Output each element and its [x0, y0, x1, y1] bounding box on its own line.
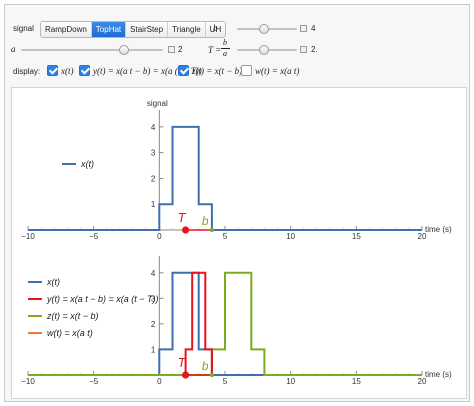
y-tick-label-1-3: 4: [151, 269, 156, 278]
a-expand-icon[interactable]: [168, 46, 175, 53]
T-marker-0: [182, 226, 190, 234]
T-value: 2.: [311, 45, 318, 54]
signal-label: signal: [13, 24, 34, 33]
x-tick-label-0-6: 20: [418, 232, 427, 241]
a-slider-track: [21, 49, 163, 51]
legend-label-0-x: x(t): [80, 159, 94, 169]
T-annotation-1: T: [178, 355, 187, 370]
T-expand-icon[interactable]: [300, 46, 307, 53]
b-label: b: [213, 23, 218, 33]
y-tick-label-0-1: 2: [151, 174, 156, 183]
y-tick-label-1-0: 1: [151, 345, 156, 354]
y-tick-label-1-1: 2: [151, 320, 156, 329]
signal-option-triangle[interactable]: Triangle: [168, 22, 206, 37]
b-marker-0: [209, 227, 215, 233]
y-tick-label-0-2: 3: [151, 149, 156, 158]
T-frac-den: a: [223, 49, 227, 58]
x-tick-label-1-5: 15: [352, 377, 361, 386]
display-x-label: x(t): [61, 66, 74, 76]
x-tick-label-1-6: 20: [418, 377, 427, 386]
display-label: display:: [13, 67, 41, 76]
x-tick-label-0-3: 5: [223, 232, 228, 241]
display-z-checkbox[interactable]: [178, 65, 189, 76]
legend-label-1-x: x(t): [46, 277, 60, 287]
a-slider-thumb[interactable]: [119, 45, 129, 55]
T-marker-1: [182, 371, 190, 379]
b-annotation-1: b: [202, 359, 209, 373]
x-tick-label-1-0: −10: [21, 377, 35, 386]
T-slider-thumb[interactable]: [259, 45, 269, 55]
series-line-0-x: [28, 125, 422, 231]
legend-label-1-y: y(t) = x(a t − b) = x(a (t − T)): [46, 294, 159, 304]
b-expand-icon[interactable]: [300, 25, 307, 32]
T-annotation-0: T: [178, 210, 187, 225]
display-w-checkbox[interactable]: [241, 65, 252, 76]
x-tick-label-0-2: 0: [157, 232, 162, 241]
display-x-checkbox[interactable]: [47, 65, 58, 76]
b-slider[interactable]: [237, 24, 297, 34]
x-tick-label-1-4: 10: [286, 377, 295, 386]
a-label: a: [11, 44, 16, 54]
signal-option-stairstep[interactable]: StairStep: [126, 22, 169, 37]
legend-label-1-w: w(t) = x(a t): [47, 328, 93, 338]
x-tick-label-0-1: −5: [89, 232, 99, 241]
x-axis-label-1: time (s): [425, 370, 452, 379]
display-y-label: y(t) = x(a t − b) = x(a (t − T)): [93, 66, 202, 76]
signal-option-uh[interactable]: UH: [205, 22, 226, 37]
series-line-1-y: [184, 271, 213, 375]
b-marker-1: [209, 372, 215, 378]
x-tick-label-0-5: 15: [352, 232, 361, 241]
x-tick-label-0-4: 10: [286, 232, 295, 241]
display-w-label: w(t) = x(a t): [255, 66, 300, 76]
x-tick-label-0-0: −10: [21, 232, 35, 241]
display-z-label: z(t) = x(t − b): [192, 66, 243, 76]
y-tick-label-0-0: 1: [151, 200, 156, 209]
x-tick-label-1-1: −5: [89, 377, 99, 386]
signal-option-tophat[interactable]: TopHat: [91, 22, 127, 37]
T-frac-num: b: [223, 38, 227, 47]
manipulate-panel: signal RampDown TopHat StairStep Triangl…: [4, 4, 470, 402]
legend-label-1-z: z(t) = x(t − b): [46, 311, 99, 321]
x-tick-label-1-3: 5: [223, 377, 228, 386]
T-frac-bar: [221, 48, 230, 49]
y-tick-label-0-3: 4: [151, 123, 156, 132]
b-value: 4: [311, 24, 316, 33]
b-annotation-0: b: [202, 214, 209, 228]
T-slider[interactable]: [237, 45, 297, 55]
display-y-checkbox[interactable]: [79, 65, 90, 76]
a-value: 2: [178, 45, 183, 54]
x-tick-label-1-2: 0: [157, 377, 162, 386]
T-label: T =: [208, 45, 222, 55]
signal-option-rampdown[interactable]: RampDown: [41, 22, 92, 37]
series-line-1-z: [28, 271, 422, 376]
x-axis-label-0: time (s): [425, 225, 452, 234]
a-slider[interactable]: [21, 45, 163, 55]
b-slider-thumb[interactable]: [259, 24, 269, 34]
y-axis-label-0: signal: [147, 99, 168, 108]
y-tick-label-1-2: 3: [151, 294, 156, 303]
signal-selector: RampDown TopHat StairStep Triangle UH: [40, 21, 227, 38]
